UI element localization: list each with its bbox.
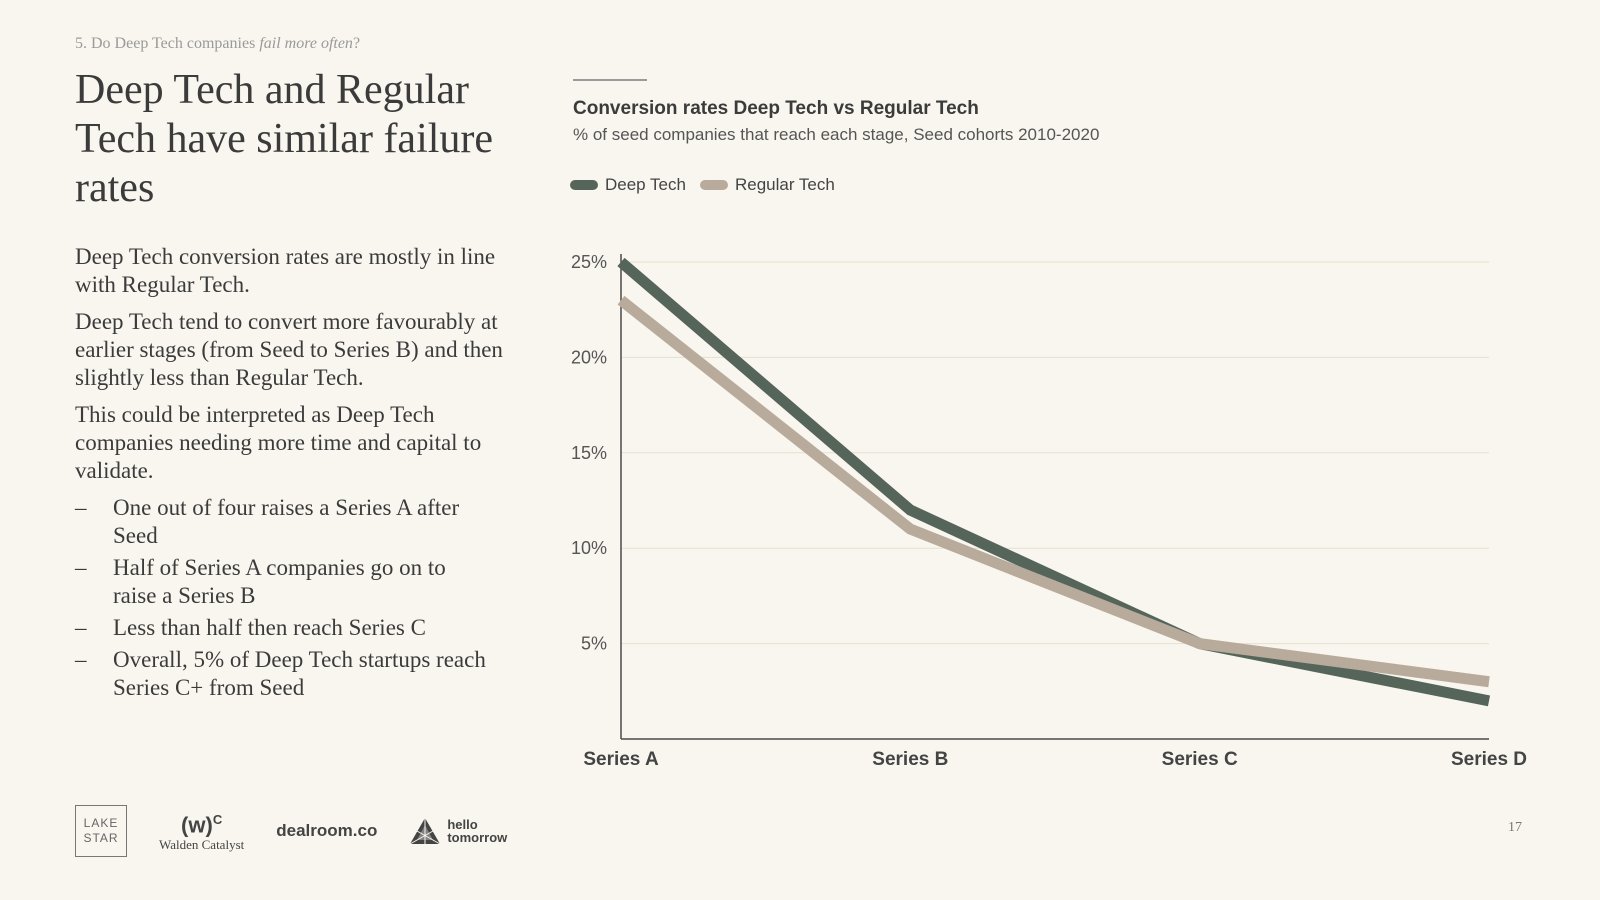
breadcrumb-suffix: ? [352, 35, 361, 52]
legend-label-regular-tech: Regular Tech [734, 175, 835, 194]
bullet-item: – One out of four raises a Series A after… [75, 494, 493, 550]
dealroom-logo: dealroom.co [276, 821, 378, 840]
body-paragraph: This could be interpreted as Deep Tech c… [75, 402, 482, 483]
chart-title: Conversion rates Deep Tech vs Regular Te… [573, 98, 979, 119]
bullet-dash: – [75, 615, 87, 640]
lakestar-logo-line2: STAR [83, 831, 119, 845]
bullet-item: – Half of Series A companies go on to rai… [75, 554, 493, 610]
walden-catalyst-logo: (w)C Walden Catalyst [159, 809, 244, 852]
series-line-deep-tech [617, 257, 1491, 707]
bullet-list: – One out of four raises a Series A after… [75, 494, 525, 702]
y-tick-label: 20% [571, 347, 607, 367]
footer-logos: LAKE STAR (w)C Walden Catalyst dealroom.… [75, 805, 507, 857]
legend-item-deep-tech: Deep Tech [570, 175, 686, 195]
bullet-dash: – [75, 555, 87, 580]
bullet-text: One out of four raises a Series A after … [113, 495, 460, 548]
bullet-dash: – [75, 647, 87, 672]
y-tick-label: 5% [581, 634, 607, 654]
lakestar-logo-line1: LAKE [83, 816, 119, 830]
breadcrumb-emphasis: fail more often [259, 35, 353, 52]
hello-tomorrow-logo: hello tomorrow [409, 817, 507, 845]
chart-subtitle: % of seed companies that reach each stag… [573, 125, 1100, 144]
x-tick-label: Series B [872, 749, 948, 770]
bullet-dash: – [75, 495, 87, 520]
walden-logo-sup: C [212, 812, 223, 828]
x-tick-label: Series D [1451, 749, 1527, 770]
lakestar-logo: LAKE STAR [75, 805, 127, 857]
legend-label-deep-tech: Deep Tech [605, 175, 686, 194]
legend-item-regular-tech: Regular Tech [699, 175, 835, 195]
bullet-text: Overall, 5% of Deep Tech startups reach … [113, 647, 486, 700]
y-tick-label: 15% [571, 443, 607, 463]
body-paragraph: Deep Tech tend to convert more favourabl… [75, 309, 503, 390]
walden-logo-mark: (w) [181, 812, 213, 838]
bullet-text: Less than half then reach Series C [113, 615, 426, 640]
y-tick-label: 10% [571, 538, 607, 558]
x-tick-label: Series C [1162, 749, 1238, 770]
hello-tomorrow-line2: tomorrow [447, 830, 508, 845]
walden-logo-name: Walden Catalyst [159, 836, 245, 852]
body-text: Deep Tech conversion rates are mostly in… [75, 243, 525, 706]
breadcrumb: 5. Do Deep Tech companies fail more ofte… [75, 35, 360, 53]
hello-tomorrow-icon [410, 818, 441, 845]
series-line-regular-tech [617, 295, 1490, 688]
page-number: 17 [1508, 820, 1522, 835]
hello-tomorrow-line1: hello [447, 817, 478, 832]
x-tick-label: Series A [583, 749, 659, 770]
bullet-text: Half of Series A companies go on to rais… [113, 555, 446, 608]
breadcrumb-prefix: 5. Do Deep Tech companies [75, 35, 256, 52]
legend-swatch-regular-tech [699, 180, 728, 190]
chart-title-rule [573, 79, 647, 81]
page-title: Deep Tech and Regular Tech have similar … [75, 67, 494, 211]
bullet-item: – Overall, 5% of Deep Tech startups reach… [75, 646, 493, 702]
bullet-item: – Less than half then reach Series C [75, 614, 493, 642]
body-paragraph: Deep Tech conversion rates are mostly in… [75, 244, 496, 297]
chart-legend: Deep Tech Regular Tech [570, 175, 835, 195]
y-tick-label: 25% [571, 252, 607, 272]
legend-swatch-deep-tech [570, 180, 598, 190]
